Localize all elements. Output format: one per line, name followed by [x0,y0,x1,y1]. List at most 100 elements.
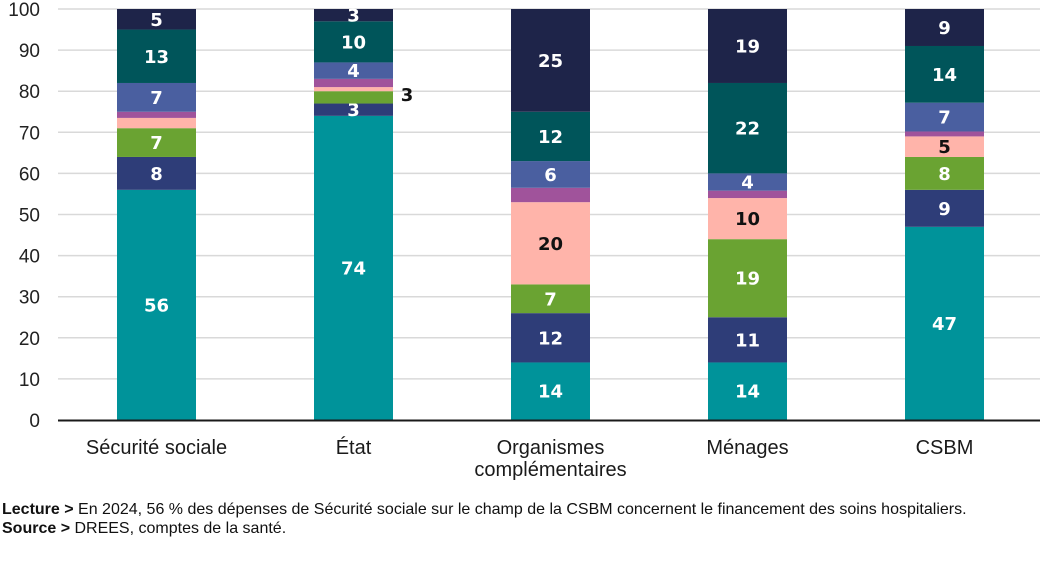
y-tick-label: 10 [19,370,40,391]
data-label: 3 [347,6,360,27]
bar-segment [511,362,590,420]
source-note: Source > DREES, comptes de la santé. [2,519,1048,538]
data-label: 4 [347,61,360,82]
data-label: 8 [938,164,951,185]
bar-segment [314,9,393,22]
bar-segment [708,239,787,318]
data-label: 3 [347,100,360,121]
bar-stack: 74 3 3 4 10 3 [314,6,414,421]
bar-segment [708,9,787,83]
bar-segment [117,156,196,190]
bar-segment [708,198,787,240]
data-label: 7 [150,88,163,109]
x-tick-label: Ménages [706,437,788,459]
bar-segment [117,128,196,157]
bar-segment [117,111,196,118]
data-label: 11 [735,330,760,351]
data-label: 7 [150,133,163,154]
y-tick-label: 30 [19,288,40,309]
data-label: 56 [144,295,169,316]
chart-notes: Lecture > En 2024, 56 % des dépenses de … [2,500,1048,538]
bar-stack: 14 12 7 20 6 12 25 [511,9,590,420]
bar-segment [905,156,984,190]
data-label: 4 [741,173,754,194]
bar-segment [905,9,984,46]
bar-segment [708,82,787,174]
bar-segment [314,78,393,88]
data-label: 12 [538,127,563,148]
bar-segment [314,21,393,63]
data-label: 8 [150,164,163,185]
data-label: 25 [538,51,563,72]
bar-segment [511,202,590,285]
data-label: 5 [938,137,951,158]
bar-segment [511,284,590,314]
y-tick-label: 90 [19,41,40,62]
bar-stack: 47 9 8 5 7 14 9 [905,9,984,420]
bar-segment [511,161,590,188]
data-label: 10 [341,32,366,53]
bar-segment [511,187,590,203]
bar-segment [117,29,196,83]
bar-segment [708,173,787,191]
y-tick-label: 0 [29,411,40,432]
x-tick-label: Sécurité sociale [86,437,227,459]
bars: 5687713574334103141272061225141119104221… [117,6,984,421]
data-label: 5 [150,10,163,31]
lecture-label: Lecture > [2,501,74,518]
data-label: 14 [932,65,957,86]
bar-segment [117,82,196,112]
bar-segment [314,91,393,104]
bar-segment [708,190,787,199]
x-axis: Sécurité sociale État Organismescomplément… [58,419,1040,481]
y-tick-label: 80 [19,82,40,103]
data-label: 14 [538,382,563,403]
data-label: 19 [735,269,760,290]
bar-segment [117,189,196,420]
x-tick-label: État [336,436,372,459]
bar-segment [905,136,984,157]
data-label: 9 [938,18,951,39]
data-label: 14 [735,382,760,403]
bar-segment [511,111,590,162]
bar-segment [314,115,393,421]
data-label: 12 [538,328,563,349]
data-label: 3 [401,85,414,106]
bar-segment [314,103,393,116]
bar-segment [905,189,984,227]
y-tick-label: 100 [8,0,40,21]
bar-segment [905,226,984,420]
y-tick-label: 50 [19,206,40,227]
x-tick-label: Organismes [497,437,605,459]
data-label: 20 [538,234,563,255]
y-tick-label: 70 [19,123,40,144]
data-label: 10 [735,209,760,230]
data-label: 6 [544,165,557,186]
lecture-note: Lecture > En 2024, 56 % des dépenses de … [2,500,1048,519]
bar-stack: 14 11 19 10 4 22 19 [708,9,787,420]
source-text: DREES, comptes de la santé. [70,520,287,537]
bar-segment [905,131,984,137]
bar-stack: 56 8 7 7 13 5 [117,9,196,420]
bar-segment [511,9,590,112]
bar-segment [708,362,787,420]
data-label: 19 [735,36,760,57]
y-tick-label: 20 [19,329,40,350]
bar-segment [117,117,196,129]
bar-segment [708,317,787,363]
data-label: 47 [932,314,957,335]
bar-segment [905,45,984,103]
data-label: 22 [735,119,760,140]
lecture-text: En 2024, 56 % des dépenses de Sécurité s… [73,501,967,518]
y-axis: 0 10 20 30 40 50 60 70 80 90 100 [8,0,40,432]
source-label: Source > [2,520,71,537]
bar-segment [511,313,590,363]
data-label: 9 [938,199,951,220]
bar-segment [117,9,196,30]
y-tick-label: 60 [19,164,40,185]
y-tick-label: 40 [19,247,40,268]
x-tick-label: complémentaires [474,459,626,481]
bar-segment [314,62,393,79]
bar-segment [314,87,393,92]
